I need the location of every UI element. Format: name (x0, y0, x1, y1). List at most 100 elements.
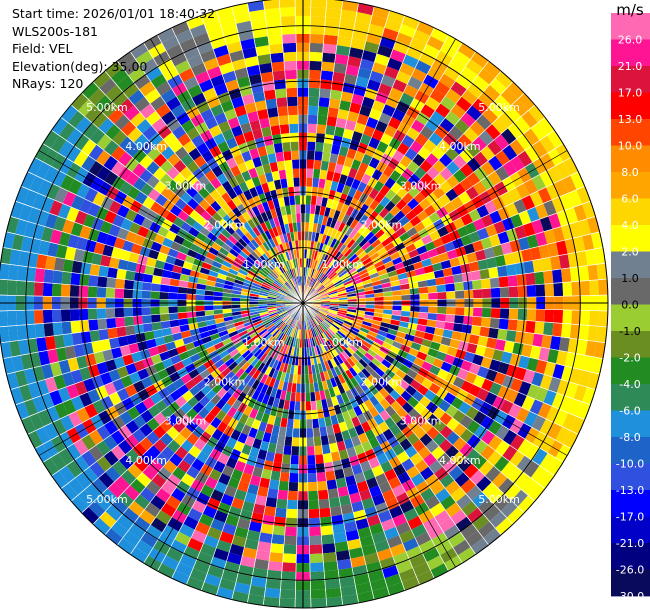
range-gate (543, 322, 554, 336)
range-gate (140, 140, 155, 155)
range-gate (19, 204, 33, 222)
range-gate (420, 173, 433, 186)
range-gate (156, 343, 168, 354)
range-gate (308, 105, 319, 116)
range-gate (589, 280, 599, 296)
range-gate (363, 378, 373, 389)
range-gate (409, 554, 427, 569)
range-gate (354, 472, 366, 484)
range-gate (278, 310, 288, 316)
range-gate (465, 530, 483, 547)
range-gate (383, 305, 393, 310)
range-gate (364, 244, 375, 254)
range-gate (535, 284, 546, 297)
range-gate (495, 517, 513, 535)
range-gate (296, 374, 301, 384)
range-gate (312, 177, 320, 188)
range-gate (408, 186, 420, 198)
range-gate (510, 434, 525, 451)
range-gate (285, 345, 291, 355)
range-gate (38, 350, 50, 366)
range-gate (324, 281, 333, 288)
range-gate (16, 265, 28, 281)
range-gate (267, 306, 277, 310)
range-gate (293, 419, 300, 429)
range-gate (274, 516, 286, 527)
range-gate (237, 480, 250, 493)
range-gate (326, 257, 334, 266)
range-gate (265, 16, 281, 28)
range-gate (231, 244, 242, 254)
range-gate (416, 324, 427, 333)
range-gate (247, 197, 257, 209)
range-gate (275, 235, 282, 245)
range-gate (477, 366, 489, 379)
range-gate (454, 119, 470, 134)
range-gate (334, 366, 342, 376)
range-gate (315, 315, 323, 323)
range-gate (419, 52, 436, 67)
range-gate (478, 460, 494, 476)
range-gate (240, 122, 252, 134)
range-gate (308, 499, 319, 510)
range-gate (187, 317, 198, 325)
range-gate (516, 320, 527, 332)
range-gate (309, 213, 315, 223)
range-gate (133, 280, 143, 291)
range-gate (402, 54, 419, 69)
range-gate (361, 50, 377, 63)
range-gate (199, 199, 211, 211)
range-gate (205, 314, 215, 321)
range-gate (161, 446, 175, 460)
range-gate (198, 187, 210, 199)
range-gate (534, 321, 545, 335)
range-gate (277, 292, 287, 297)
range-gate (314, 316, 322, 324)
range-gate (238, 330, 248, 338)
range-gate (253, 503, 266, 515)
range-gate (105, 84, 123, 102)
range-gate (349, 102, 362, 114)
range-gate (268, 116, 280, 127)
range-gate (122, 240, 134, 252)
range-gate (96, 231, 109, 245)
range-gate (429, 89, 446, 104)
range-gate (161, 481, 176, 496)
range-gate (210, 265, 221, 273)
colorbar: 26.021.017.013.010.08.06.04.02.01.00.0-1… (611, 1, 650, 603)
range-gate (332, 423, 342, 434)
range-gate (286, 177, 294, 188)
range-gate (184, 379, 197, 391)
range-gate (100, 395, 114, 410)
range-gate (425, 473, 440, 488)
range-gate (317, 272, 324, 281)
range-gate (159, 244, 171, 255)
range-gate (482, 482, 498, 498)
range-gate (142, 125, 158, 141)
range-gate (311, 186, 319, 197)
range-gate (233, 440, 245, 453)
range-gate (27, 157, 43, 176)
range-gate (359, 105, 372, 117)
colorbar-band (611, 13, 650, 40)
range-gate (332, 71, 346, 83)
range-gate (453, 423, 467, 437)
range-gate (270, 125, 281, 136)
range-gate (191, 134, 205, 148)
range-gate (144, 265, 155, 276)
range-gate (186, 408, 198, 420)
range-gate (139, 423, 153, 437)
range-gate (426, 278, 437, 287)
range-gate (480, 237, 493, 250)
range-gate (435, 320, 446, 329)
range-gate (489, 511, 507, 528)
range-gate (354, 384, 364, 395)
range-gate (57, 387, 71, 403)
range-gate (445, 314, 455, 323)
range-gate (140, 103, 156, 119)
range-gate (379, 196, 391, 208)
range-gate (413, 402, 426, 414)
range-gate (282, 344, 288, 354)
range-gate (556, 210, 570, 227)
range-gate (139, 169, 153, 183)
